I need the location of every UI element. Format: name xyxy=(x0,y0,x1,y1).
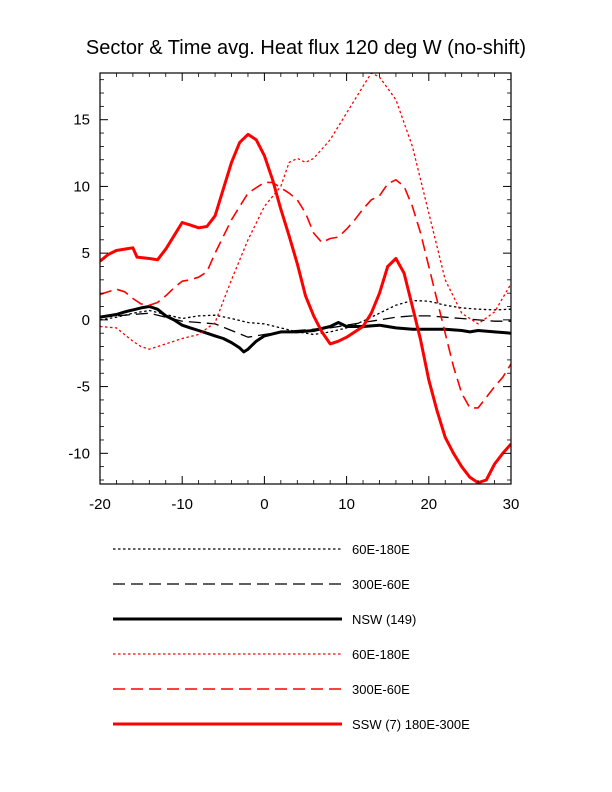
series-line-5 xyxy=(100,179,511,409)
x-tick-label: -10 xyxy=(171,496,193,513)
series-line-3 xyxy=(100,305,511,354)
legend-label-2: 300E-60E xyxy=(352,577,410,592)
y-tick-label: 15 xyxy=(73,112,90,129)
series-line-4 xyxy=(100,73,511,350)
plot-frame xyxy=(99,72,512,485)
y-tick-label: 10 xyxy=(73,178,90,195)
legend-label-6: SSW (7) 180E-300E xyxy=(352,717,470,732)
legend-label-5: 300E-60E xyxy=(352,682,410,697)
series-line-1 xyxy=(100,299,511,336)
x-tick-label: 0 xyxy=(260,496,268,513)
legend-label-4: 60E-180E xyxy=(352,647,410,662)
chart-title: Sector & Time avg. Heat flux 120 deg W (… xyxy=(86,37,526,59)
y-tick-label: 5 xyxy=(82,245,90,262)
legend-label-3: NSW (149) xyxy=(352,612,416,627)
series-line-2 xyxy=(100,312,511,338)
series-line-6 xyxy=(100,132,511,484)
series-layer xyxy=(100,73,511,484)
y-tick-label: -5 xyxy=(77,379,90,396)
x-tick-label: -20 xyxy=(89,496,111,513)
y-tick-label: -10 xyxy=(68,445,90,462)
axes-layer: -20 -10 0 10 20 30 -10 -5 0 5 10 15 xyxy=(68,72,520,513)
x-tick-label: 30 xyxy=(503,496,520,513)
x-tick-label: 20 xyxy=(420,496,437,513)
legend: 60E-180E 300E-60E NSW (149) 60E-180E 300E-60… xyxy=(113,542,470,732)
legend-label-1: 60E-180E xyxy=(352,542,410,557)
x-tick-label: 10 xyxy=(338,496,355,513)
y-tick-label: 0 xyxy=(82,312,90,329)
